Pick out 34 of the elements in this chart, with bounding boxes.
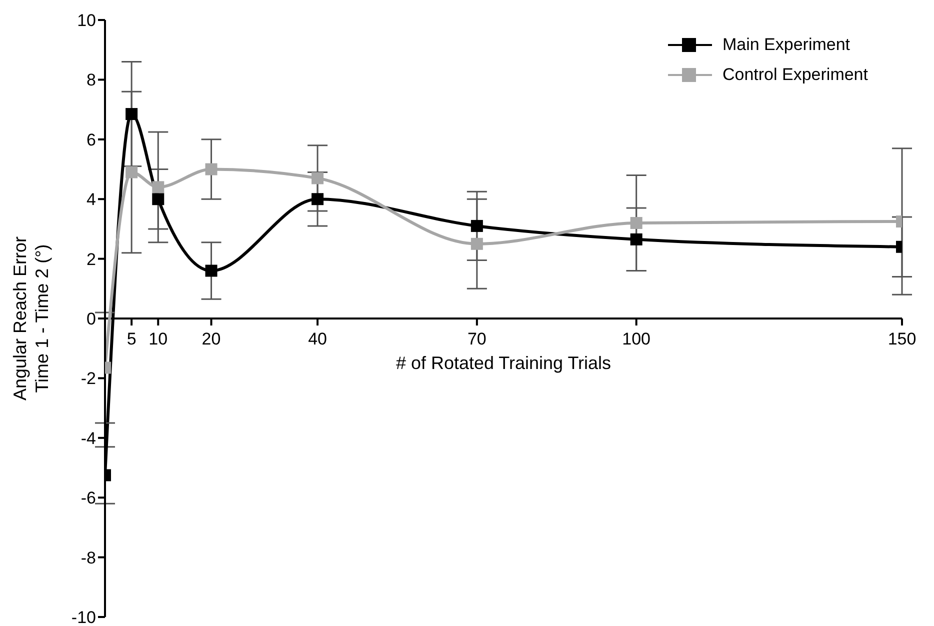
y-tick-label: 6 (86, 130, 96, 150)
point (470, 238, 483, 250)
x-tick-label: 10 (148, 330, 168, 348)
legend-label: Main Experiment (722, 35, 850, 55)
x-tick-label: 40 (308, 330, 327, 348)
point (126, 166, 138, 178)
y-tick-label: 10 (77, 11, 96, 30)
x-tick-label: 70 (467, 330, 486, 348)
point (630, 233, 642, 246)
point (205, 163, 218, 176)
y-tick-label: -10 (71, 608, 96, 626)
y-tick-label: -2 (80, 369, 96, 388)
y-tick-label: -6 (80, 488, 96, 508)
point (470, 220, 483, 232)
y-tick-label: 0 (86, 310, 96, 329)
point (312, 172, 324, 184)
point (152, 181, 164, 194)
x-tick-label: 20 (202, 330, 221, 348)
y-axis-title: Angular Reach Error Time 1 - Time 2 (°) (10, 236, 52, 401)
y-tick-label: -4 (80, 428, 96, 448)
x-axis-title: # of Rotated Training Trials (394, 352, 612, 374)
point (312, 193, 324, 206)
point (630, 216, 642, 229)
x-tick-label: 5 (126, 330, 136, 348)
y-tick-label: 4 (86, 190, 96, 210)
x-tick-label: 100 (622, 330, 651, 348)
point (126, 108, 138, 120)
y-tick-label: -8 (80, 548, 96, 568)
y-tick-label: 8 (86, 70, 96, 90)
point (152, 193, 164, 206)
point (205, 264, 218, 277)
legend-label: Control Experiment (722, 65, 868, 85)
x-tick-label: 150 (888, 330, 916, 348)
y-tick-label: 2 (86, 250, 96, 269)
